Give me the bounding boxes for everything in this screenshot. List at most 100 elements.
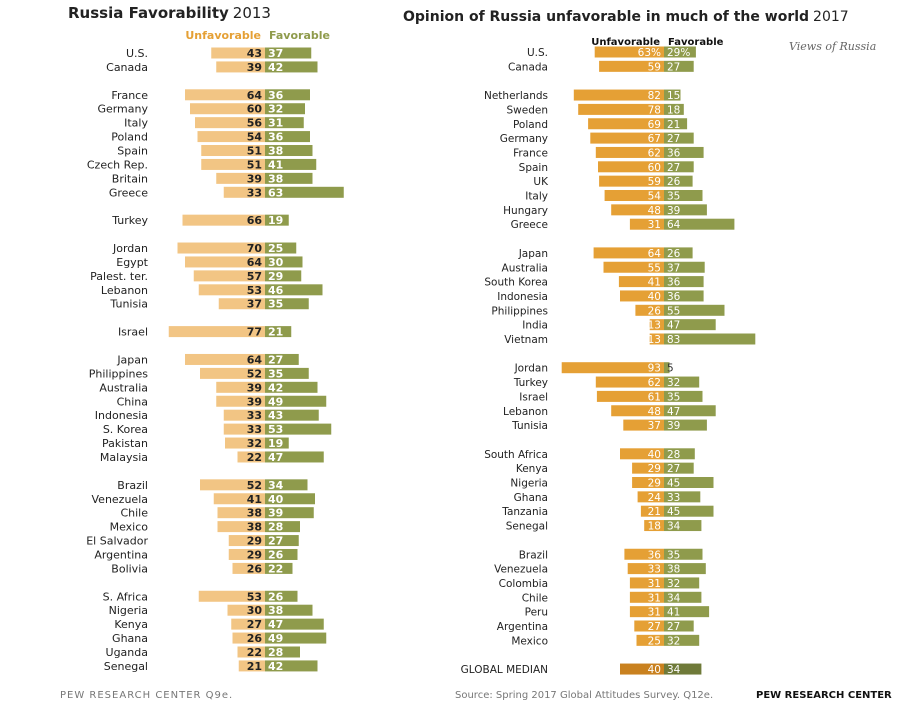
value-fav-australia: 42 (268, 381, 283, 394)
value-unfav-south-korea: 41 (648, 277, 661, 289)
value-fav-spain: 27 (667, 162, 680, 174)
bar-fav-britain (265, 172, 313, 184)
value-unfav-philippines: 52 (247, 367, 262, 380)
bar-fav-lebanon (265, 284, 323, 296)
value-unfav-mexico: 38 (247, 521, 262, 534)
row-label-india: India (522, 320, 548, 332)
value-fav-japan: 27 (268, 353, 283, 366)
value-unfav-britain: 39 (247, 172, 262, 185)
bar-fav-australia (664, 261, 705, 273)
bar-fav-france (265, 89, 310, 101)
value-fav-ghana: 49 (268, 632, 283, 645)
value-unfav-jordan: 93 (648, 363, 661, 375)
value-unfav-poland: 54 (247, 131, 263, 144)
bar-fav-nigeria (265, 604, 313, 616)
value-fav-spain: 38 (268, 145, 283, 158)
bar-unfav-france (185, 89, 265, 101)
row-label-s-africa: S. Africa (103, 590, 148, 603)
bar-fav-brazil (664, 548, 703, 560)
bar-unfav-sweden (578, 103, 664, 115)
value-fav-france: 36 (667, 147, 681, 159)
left-title-year: 2013 (232, 4, 271, 22)
bar-unfav-japan (185, 353, 265, 365)
value-fav-jordan: 25 (268, 242, 283, 255)
bar-fav-venezuela (265, 493, 315, 505)
value-unfav-malaysia: 22 (247, 451, 262, 464)
bar-unfav-vietnam (649, 333, 664, 345)
bar-fav-mexico (664, 634, 700, 646)
bar-unfav-south-korea (618, 276, 664, 288)
bar-unfav-venezuela (213, 493, 265, 505)
bar-fav-canada (265, 61, 318, 73)
bar-unfav-germany (190, 103, 265, 115)
value-unfav-brazil: 52 (247, 479, 262, 492)
bar-unfav-italy (604, 190, 664, 201)
bar-unfav-canada (216, 61, 265, 73)
bar-fav-el-salvador (265, 535, 299, 547)
bar-fav-indonesia (265, 409, 319, 421)
value-fav-nigeria: 38 (268, 604, 283, 617)
value-fav-malaysia: 47 (268, 451, 283, 464)
value-fav-lebanon: 47 (667, 406, 680, 418)
value-fav-palest-ter: 29 (268, 270, 283, 283)
bar-fav-u-s (664, 46, 696, 58)
bar-unfav-philippines (200, 367, 265, 379)
bar-unfav-italy (195, 117, 265, 129)
value-fav-venezuela: 40 (268, 493, 284, 506)
bar-fav-canada (664, 60, 694, 72)
bar-unfav-global-median (620, 663, 664, 675)
bar-fav-south-korea (664, 276, 704, 288)
value-unfav-nigeria: 29 (648, 478, 661, 490)
bar-fav-vietnam (664, 333, 756, 345)
value-unfav-indonesia: 40 (648, 291, 661, 303)
bar-fav-jordan (664, 362, 670, 374)
value-unfav-france: 62 (648, 147, 661, 159)
bar-unfav-britain (216, 172, 265, 184)
value-fav-ghana: 33 (667, 492, 680, 504)
bar-unfav-u-s (594, 46, 664, 58)
value-unfav-czech-rep: 51 (247, 158, 262, 171)
value-fav-germany: 27 (667, 133, 680, 145)
row-label-mexico: Mexico (511, 635, 548, 647)
bar-fav-philippines (265, 367, 309, 379)
bar-fav-peru (664, 606, 710, 618)
views-of-russia-note: Views of Russia (789, 40, 877, 53)
bar-fav-global-median (664, 663, 702, 675)
row-label-argentina: Argentina (94, 548, 148, 561)
value-unfav-s-korea: 33 (247, 423, 262, 436)
value-fav-south-korea: 36 (667, 277, 681, 289)
bar-fav-senegal (664, 520, 702, 532)
bar-unfav-tunisia (623, 419, 664, 431)
row-label-bolivia: Bolivia (111, 562, 148, 575)
value-fav-canada: 27 (667, 61, 680, 73)
footer-left-source: PEW RESEARCH CENTER Q9e. (60, 690, 234, 701)
value-fav-vietnam: 83 (667, 334, 680, 346)
row-label-italy: Italy (124, 117, 148, 130)
value-unfav-philippines: 26 (648, 305, 662, 317)
value-fav-kenya: 47 (268, 618, 283, 631)
bar-fav-u-s (265, 47, 312, 59)
bar-fav-nigeria (664, 477, 714, 488)
value-fav-el-salvador: 27 (268, 535, 283, 548)
right-title-year: 2017 (813, 9, 849, 25)
value-fav-egypt: 30 (268, 256, 284, 269)
row-label-kenya: Kenya (114, 618, 148, 631)
bar-unfav-chile (217, 507, 265, 519)
bar-unfav-u-s (211, 47, 265, 59)
bar-fav-china (265, 395, 327, 407)
row-label-turkey: Turkey (513, 377, 548, 389)
bar-unfav-kenya (632, 462, 664, 474)
value-fav-turkey: 32 (667, 377, 680, 389)
value-fav-mexico: 28 (268, 521, 283, 534)
row-label-france: France (111, 89, 148, 102)
bar-fav-argentina (664, 620, 694, 632)
value-fav-sweden: 18 (667, 104, 680, 116)
value-unfav-australia: 55 (648, 262, 661, 274)
value-fav-philippines: 35 (268, 367, 283, 380)
bar-unfav-peru (629, 606, 664, 618)
bar-fav-egypt (265, 256, 303, 268)
row-label-canada: Canada (106, 61, 148, 74)
bar-unfav-chile (629, 591, 664, 603)
bar-fav-tunisia (265, 298, 309, 310)
right-title-text: Opinion of Russia unfavorable in much of… (403, 9, 810, 25)
